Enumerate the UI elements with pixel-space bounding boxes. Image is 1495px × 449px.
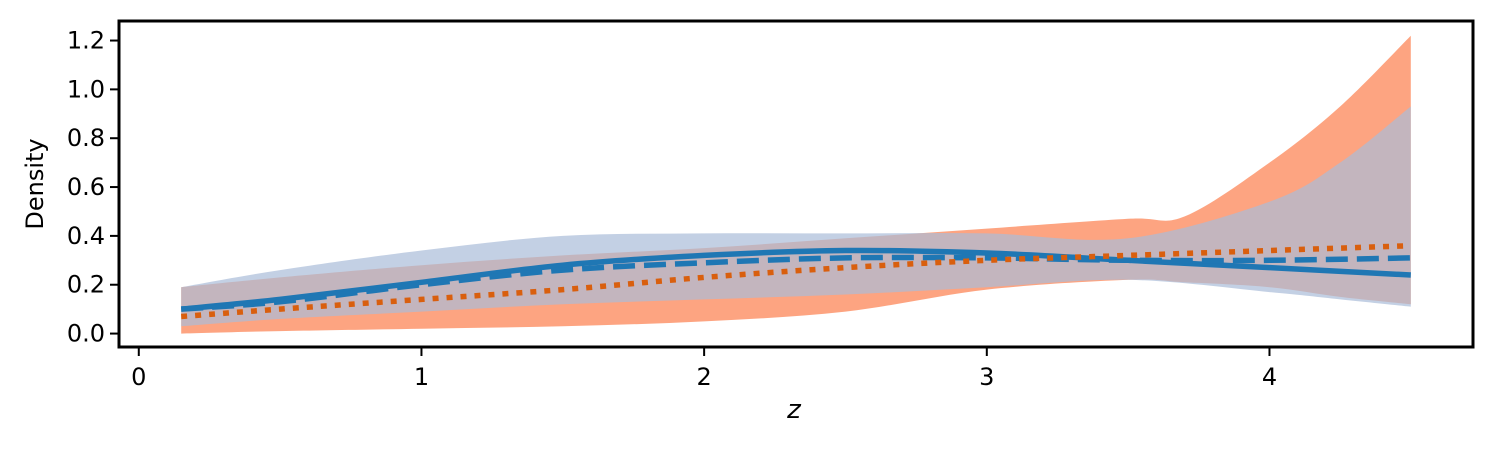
y-tick-label: 0.6 [67,173,105,201]
band-2 [181,106,1411,327]
x-tick-label: 1 [414,363,429,391]
plot-frame [117,19,1475,349]
y-tick-label: 0.8 [67,124,105,152]
x-axis-label: z [786,395,802,425]
y-tick-label: 0.0 [67,320,105,348]
y-tick-label: 1.2 [67,27,105,55]
y-tick-label: 0.4 [67,222,105,250]
y-tick-label: 0.2 [67,271,105,299]
density-lines [180,242,1411,320]
x-tick-label: 2 [696,363,711,391]
x-tick-label: 4 [1262,363,1277,391]
y-tick-label: 1.0 [67,75,105,103]
x-tick-label: 3 [979,363,994,391]
y-axis-label: Density [21,138,49,229]
series-line-dotted [181,242,1411,320]
x-tick-label: 0 [131,363,146,391]
x-axis-ticks: 0 1 2 3 4 [131,347,1277,391]
y-axis-ticks: 0.0 0.2 0.4 0.6 0.8 1.0 1.2 [67,27,119,348]
series-line-dashed [181,254,1411,312]
